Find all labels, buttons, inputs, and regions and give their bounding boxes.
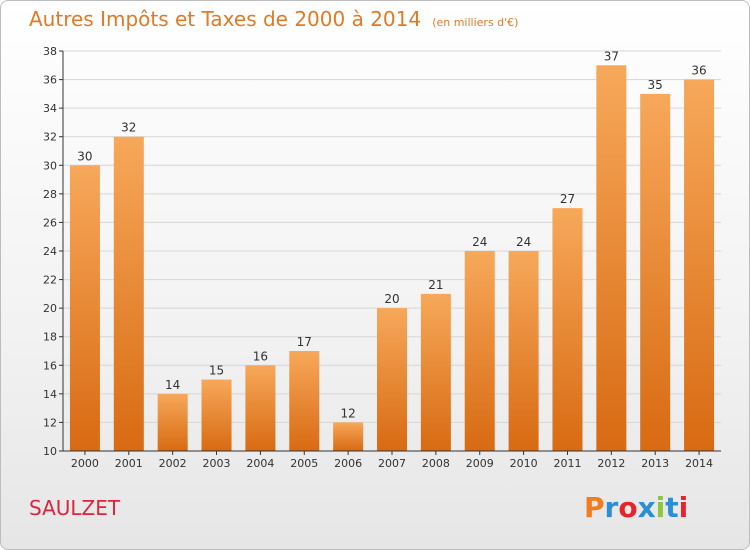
y-tick-label: 24 <box>43 245 57 258</box>
bar <box>552 208 583 451</box>
y-tick-label: 34 <box>43 102 57 115</box>
x-tick-label: 2007 <box>378 457 406 470</box>
x-tick-label: 2006 <box>334 457 362 470</box>
bar <box>333 422 364 451</box>
y-tick-label: 20 <box>43 302 57 315</box>
x-tick-label: 2003 <box>203 457 231 470</box>
logo-letter: x <box>637 491 656 524</box>
x-tick-label: 2004 <box>246 457 274 470</box>
bar-value-label: 27 <box>560 192 575 206</box>
x-tick-label: 2012 <box>597 457 625 470</box>
chart-title: Autres Impôts et Taxes de 2000 à 2014 <box>29 7 422 31</box>
x-tick-label: 2002 <box>159 457 187 470</box>
x-tick-label: 2010 <box>510 457 538 470</box>
title-block: Autres Impôts et Taxes de 2000 à 2014 (e… <box>29 7 518 31</box>
bar-value-label: 14 <box>165 378 180 392</box>
bar <box>684 79 715 452</box>
bar <box>289 351 320 451</box>
bar <box>420 293 451 451</box>
bar <box>508 251 539 451</box>
logo-letter: P <box>584 491 605 524</box>
logo-letter: r <box>604 491 619 524</box>
y-tick-label: 38 <box>43 45 57 58</box>
y-tick-label: 22 <box>43 274 57 287</box>
bar <box>113 136 144 451</box>
y-tick-label: 32 <box>43 131 57 144</box>
logo-letter: o <box>618 491 638 524</box>
bar-value-label: 30 <box>77 149 92 163</box>
bar <box>69 165 100 452</box>
bar <box>157 393 188 451</box>
labels: 10 12 14 16 18 20 22 24 26 28 30 32 34 36 38 30 2000 32 20… <box>43 45 713 470</box>
bar <box>377 308 407 451</box>
bar-value-label: 21 <box>428 278 443 292</box>
bar <box>596 65 627 452</box>
x-tick-label: 2001 <box>115 457 143 470</box>
logo-letter: t <box>665 491 679 524</box>
x-tick-label: 2008 <box>422 457 450 470</box>
bars <box>69 65 715 452</box>
bar-value-label: 24 <box>472 235 487 249</box>
logo-letter: i <box>678 491 689 524</box>
bar-value-label: 20 <box>384 292 399 306</box>
y-tick-label: 26 <box>43 216 57 229</box>
y-tick-label: 18 <box>43 331 57 344</box>
y-tick-label: 30 <box>43 159 57 172</box>
x-tick-label: 2011 <box>553 457 581 470</box>
y-tick-label: 10 <box>43 445 57 458</box>
y-tick-label: 28 <box>43 188 57 201</box>
chart-subtitle: (en milliers d'€) <box>432 16 519 29</box>
y-tick-label: 14 <box>43 388 57 401</box>
proxiti-logo[interactable]: Proxiti <box>584 491 688 524</box>
y-tick-label: 36 <box>43 74 57 87</box>
x-tick-label: 2013 <box>641 457 669 470</box>
bar-value-label: 24 <box>516 235 531 249</box>
x-tick-label: 2014 <box>685 457 713 470</box>
bar <box>464 251 495 451</box>
bar-value-label: 32 <box>121 121 136 135</box>
x-tick-label: 2009 <box>466 457 494 470</box>
y-tick-label: 12 <box>43 416 57 429</box>
y-tick-label: 16 <box>43 359 57 372</box>
bar-value-label: 12 <box>340 406 355 420</box>
axes <box>59 50 721 455</box>
bar-value-label: 17 <box>297 335 312 349</box>
logo-letter: i <box>655 491 666 524</box>
bar-value-label: 37 <box>604 49 619 63</box>
bar-value-label: 16 <box>253 349 268 363</box>
x-tick-label: 2000 <box>71 457 99 470</box>
bar <box>245 365 276 451</box>
bar <box>201 379 232 451</box>
bar-value-label: 35 <box>648 78 663 92</box>
x-tick-label: 2005 <box>290 457 318 470</box>
bar-value-label: 15 <box>209 364 224 378</box>
bar-value-label: 36 <box>691 64 706 78</box>
bar <box>640 93 671 451</box>
commune-name: SAULZET <box>29 496 121 520</box>
